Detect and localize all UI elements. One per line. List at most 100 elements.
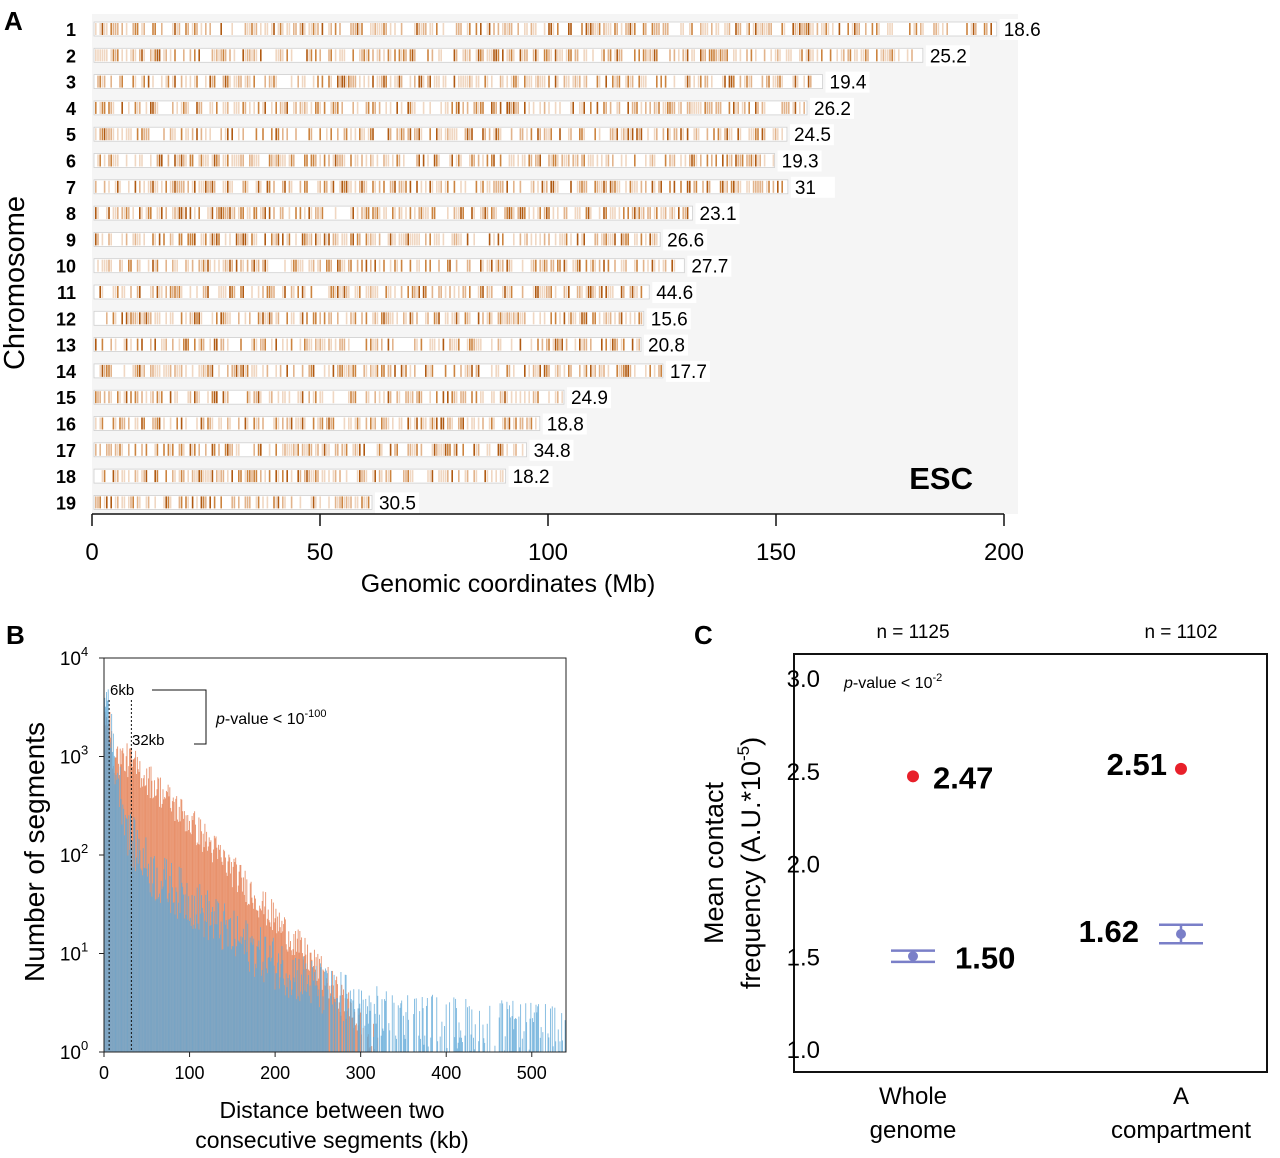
segment-stripe bbox=[911, 49, 913, 62]
segment-stripe bbox=[431, 286, 434, 298]
segment-stripe bbox=[306, 154, 308, 167]
segment-stripe bbox=[807, 75, 810, 88]
segment-stripe bbox=[119, 391, 121, 404]
segment-stripe bbox=[515, 391, 517, 404]
segment-stripe bbox=[174, 364, 176, 377]
segment-stripe bbox=[101, 233, 104, 246]
segment-stripe bbox=[458, 417, 460, 430]
segment-stripe bbox=[414, 417, 416, 430]
histogram-bar bbox=[237, 940, 239, 1052]
segment-stripe bbox=[161, 75, 163, 88]
y-tick-label: 2.5 bbox=[787, 759, 820, 786]
segment-stripe bbox=[352, 101, 354, 114]
histogram-bar bbox=[245, 920, 247, 1052]
segment-stripe bbox=[260, 180, 262, 193]
segment-stripe bbox=[257, 417, 260, 430]
histogram-bar bbox=[198, 929, 200, 1052]
segment-stripe bbox=[372, 49, 374, 62]
segment-stripe bbox=[308, 233, 310, 246]
segment-stripe bbox=[350, 391, 352, 404]
segment-stripe bbox=[612, 180, 614, 193]
segment-stripe bbox=[427, 470, 429, 483]
segment-stripe bbox=[499, 312, 502, 325]
segment-stripe bbox=[583, 101, 585, 114]
segment-stripe bbox=[647, 259, 649, 272]
segment-stripe bbox=[363, 364, 365, 377]
histogram-bar bbox=[236, 946, 238, 1052]
histogram-bar bbox=[512, 1000, 514, 1052]
segment-stripe bbox=[796, 23, 799, 35]
histogram-bar bbox=[367, 1023, 369, 1052]
segment-stripe bbox=[466, 233, 469, 246]
segment-stripe bbox=[603, 233, 605, 246]
histogram-bar bbox=[432, 994, 433, 1052]
segment-stripe bbox=[108, 154, 110, 167]
histogram-bar bbox=[131, 841, 133, 1052]
chromosome-value: 25.2 bbox=[930, 46, 967, 67]
segment-stripe bbox=[341, 75, 343, 88]
segment-stripe bbox=[460, 364, 462, 377]
histogram-bar bbox=[210, 925, 212, 1052]
segment-stripe bbox=[653, 154, 656, 167]
segment-stripe bbox=[416, 259, 418, 272]
segment-stripe bbox=[585, 364, 588, 377]
segment-stripe bbox=[332, 364, 335, 377]
segment-stripe bbox=[418, 128, 420, 141]
histogram-bar bbox=[254, 976, 255, 1052]
segment-stripe bbox=[420, 338, 423, 351]
segment-stripe bbox=[317, 259, 319, 272]
segment-stripe bbox=[570, 312, 572, 325]
segment-stripe bbox=[106, 128, 108, 141]
segment-stripe bbox=[108, 180, 110, 193]
segment-stripe bbox=[145, 207, 148, 220]
segment-stripe bbox=[255, 338, 258, 351]
segment-stripe bbox=[447, 443, 449, 456]
histogram-bar bbox=[213, 938, 214, 1052]
segment-stripe bbox=[629, 180, 632, 193]
segment-stripe bbox=[121, 75, 123, 88]
segment-stripe bbox=[746, 180, 748, 193]
chromosome-value: 19.3 bbox=[782, 152, 819, 173]
segment-stripe bbox=[774, 49, 777, 62]
segment-stripe bbox=[323, 338, 326, 351]
segment-stripe bbox=[273, 75, 275, 88]
histogram-bar bbox=[192, 928, 194, 1052]
histogram-bar bbox=[113, 755, 115, 1052]
segment-stripe bbox=[739, 75, 742, 88]
segment-stripe bbox=[121, 259, 123, 272]
segment-stripe bbox=[271, 233, 273, 246]
segment-stripe bbox=[418, 207, 420, 220]
segment-stripe bbox=[539, 75, 541, 88]
histogram-bar bbox=[140, 868, 142, 1052]
value-label-bg bbox=[644, 334, 689, 356]
segment-stripe bbox=[114, 180, 117, 193]
segment-stripe bbox=[548, 391, 550, 404]
segment-stripe bbox=[123, 207, 126, 220]
segment-stripe bbox=[282, 49, 284, 62]
segment-stripe bbox=[697, 101, 700, 114]
segment-stripe bbox=[451, 312, 453, 325]
segment-stripe bbox=[548, 364, 550, 377]
segment-stripe bbox=[867, 49, 869, 62]
segment-stripe bbox=[141, 364, 143, 377]
segment-stripe bbox=[493, 128, 495, 141]
segment-stripe bbox=[266, 180, 269, 193]
segment-stripe bbox=[139, 180, 141, 193]
segment-stripe bbox=[101, 49, 104, 62]
segment-stripe bbox=[737, 23, 739, 35]
segment-stripe bbox=[594, 23, 596, 35]
segment-stripe bbox=[158, 417, 161, 430]
segment-stripe bbox=[601, 154, 603, 167]
segment-stripe bbox=[502, 75, 504, 88]
segment-stripe bbox=[605, 23, 607, 35]
segment-stripe bbox=[145, 443, 148, 456]
segment-stripe bbox=[425, 233, 427, 246]
histogram-bar bbox=[313, 971, 315, 1052]
segment-stripe bbox=[475, 391, 478, 404]
segment-stripe bbox=[653, 364, 656, 377]
segment-stripe bbox=[519, 49, 522, 62]
segment-stripe bbox=[205, 470, 207, 483]
segment-stripe bbox=[594, 180, 596, 193]
segment-stripe bbox=[260, 49, 262, 62]
histogram-bar bbox=[404, 1038, 406, 1052]
